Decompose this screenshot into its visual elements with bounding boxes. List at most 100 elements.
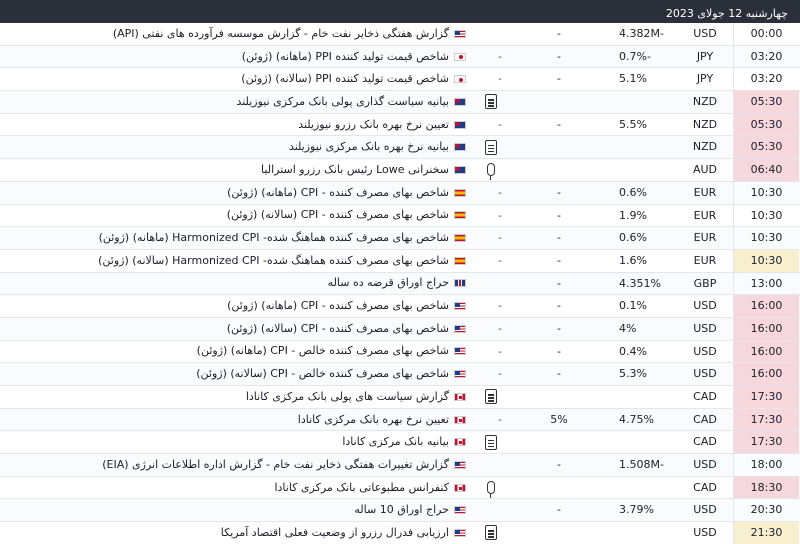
event-title[interactable]: شاخص بهای مصرف کننده - CPI (سالانه) (ژوئ…	[227, 205, 466, 227]
ca-flag-icon	[454, 483, 466, 492]
document-icon-cell[interactable]	[482, 386, 500, 408]
currency-code: EUR	[693, 185, 717, 199]
event-title[interactable]: کنفرانس مطبوعاتی بانک مرکزی کانادا	[274, 477, 466, 499]
table-row[interactable]: 21:30 USD ارزیابی فدرال رزرو از وضعیت فعلی…	[0, 522, 800, 544]
table-row[interactable]: 20:30 USD 3.79% - حراج اوراق 10 ساله	[0, 499, 800, 523]
event-title[interactable]: بیانیه بانک مرکزی کانادا	[342, 431, 466, 453]
event-title[interactable]: تعیین نرخ بهره بانک مرکزی کانادا	[298, 409, 466, 431]
event-title-text: شاخص بهای مصرف کننده خالص - CPI (ماهانه)…	[196, 344, 449, 358]
event-title[interactable]: بیانیه سیاست گذاری پولی بانک مرکزی نیوزی…	[236, 91, 466, 113]
event-title[interactable]: شاخص بهای مصرف کننده - CPI (ماهانه) (ژوئ…	[227, 295, 466, 317]
table-row[interactable]: 10:30 EUR 1.6% - - شاخص بهای مصرف کننده هماهن…	[0, 249, 800, 273]
currency-code: JPY	[696, 49, 714, 63]
table-row[interactable]: 10:30 EUR 0.6% - - شاخص بهای مصرف کننده - CPI…	[0, 181, 800, 205]
speech-icon-cell[interactable]	[482, 477, 500, 499]
event-title-text: گزارش تغییرات هفتگی ذخایر نفت خام - گزار…	[102, 457, 449, 471]
table-row[interactable]: 16:00 USD 0.1% - - شاخص بهای مصرف کننده - CPI…	[0, 295, 800, 318]
forecast-value	[583, 477, 659, 499]
document-icon-cell[interactable]	[482, 522, 500, 544]
event-title[interactable]: شاخص بهای مصرف کننده - CPI (سالانه) (ژوئ…	[227, 318, 466, 340]
event-time: 16:00	[733, 317, 799, 340]
event-title[interactable]: حراج اوراق 10 ساله	[354, 499, 466, 521]
table-row[interactable]: 17:30 CAD بیانیه بانک مرکزی کانادا	[0, 431, 800, 455]
event-title-text: حراج اوراق قرضه ده ساله	[327, 276, 449, 290]
actual-value: -	[557, 208, 561, 222]
event-title[interactable]: حراج اوراق قرضه ده ساله	[328, 273, 466, 295]
event-title[interactable]: شاخص قیمت تولید کننده PPI (ماهانه) (ژوئن…	[242, 46, 466, 68]
event-title-text: بیانیه سیاست گذاری پولی بانک مرکزی نیوزی…	[236, 94, 449, 108]
actual-value: -	[557, 367, 561, 381]
event-title[interactable]: شاخص بهای مصرف کننده - CPI (ماهانه) (ژوئ…	[227, 182, 466, 204]
document-icon-cell[interactable]	[482, 431, 500, 453]
forecast-value: 1.6%	[619, 253, 647, 267]
currency-code: NZD	[692, 140, 718, 154]
event-title[interactable]: شاخص بهای مصرف کننده هماهنگ شده- Harmoni…	[99, 227, 466, 249]
event-title[interactable]: بیانیه نرخ بهره بانک مرکزی نیوزیلند	[289, 136, 466, 158]
table-row[interactable]: 05:30 NZD بیانیه نرخ بهره بانک مرکزی نیوزی…	[0, 136, 800, 160]
table-row[interactable]: 17:30 CAD گزارش سیاست های پولی بانک مرکزی …	[0, 386, 800, 409]
event-title-text: شاخص بهای مصرف کننده - CPI (سالانه) (ژوئ…	[226, 208, 449, 222]
previous-value: -	[498, 117, 502, 131]
table-row[interactable]: 16:00 USD 4% - - شاخص بهای مصرف کننده - CPI (…	[0, 317, 800, 341]
nz-flag-icon	[454, 120, 466, 129]
table-row[interactable]: 16:00 USD 5.3% - - شاخص بهای مصرف کننده خالص …	[0, 363, 800, 386]
currency-code: USD	[693, 299, 717, 313]
event-time: 00:00	[733, 23, 799, 45]
event-time: 16:00	[733, 340, 799, 363]
event-title[interactable]: شاخص بهای مصرف کننده خالص - CPI (سالانه)…	[196, 363, 466, 385]
table-row[interactable]: 03:20 JPY 0.7%- - - شاخص قیمت تولید کننده PPI…	[0, 45, 800, 69]
document-icon-cell[interactable]	[482, 136, 500, 158]
event-title[interactable]: ارزیابی فدرال رزرو از وضعیت فعلی اقتصاد …	[221, 522, 466, 544]
event-title[interactable]: گزارش هفتگی ذخایر نفت خام - گزارش موسسه …	[113, 23, 466, 45]
forecast-value: 0.6%	[619, 185, 647, 199]
event-title[interactable]: سخنرانی Lowe رئیس بانک رزرو استرالیا	[261, 159, 466, 181]
table-row[interactable]: 06:40 AUD سخنرانی Lowe رئیس بانک رزرو استر…	[0, 159, 800, 182]
event-title[interactable]: گزارش سیاست های پولی بانک مرکزی کانادا	[246, 386, 466, 408]
forecast-value: 1.508M-	[619, 458, 664, 472]
event-time: 06:40	[733, 159, 799, 181]
table-row[interactable]: 10:30 EUR 0.6% - - شاخص بهای مصرف کننده هماهن…	[0, 227, 800, 250]
forecast-value: 3.79%	[619, 503, 654, 517]
event-time: 17:30	[733, 431, 799, 454]
event-time: 21:30	[733, 522, 799, 544]
forecast-value	[583, 136, 659, 158]
event-time: 03:20	[733, 68, 799, 91]
event-title-text: شاخص بهای مصرف کننده - CPI (ماهانه) (ژوئ…	[227, 185, 449, 199]
actual-value: -	[557, 276, 561, 290]
currency-code: CAD	[693, 480, 717, 494]
table-row[interactable]: 05:30 NZD بیانیه سیاست گذاری پولی بانک مرک…	[0, 91, 800, 114]
previous-value: -	[498, 49, 502, 63]
table-row[interactable]: 18:30 CAD کنفرانس مطبوعاتی بانک مرکزی کانا…	[0, 476, 800, 500]
event-title-text: گزارش سیاست های پولی بانک مرکزی کانادا	[245, 389, 449, 403]
speech-icon-cell[interactable]	[482, 159, 500, 181]
forecast-value	[583, 159, 659, 181]
event-title-text: سخنرانی Lowe رئیس بانک رزرو استرالیا	[261, 162, 449, 176]
table-row[interactable]: 16:00 USD 0.4% - - شاخص بهای مصرف کننده خالص …	[0, 340, 800, 364]
actual-value: -	[557, 253, 561, 267]
document-icon-cell[interactable]	[482, 91, 500, 113]
forecast-value: 5.3%	[619, 367, 647, 381]
event-time: 05:30	[733, 91, 799, 113]
table-row[interactable]: 10:30 EUR 1.9% - - شاخص بهای مصرف کننده - CPI…	[0, 204, 800, 228]
event-title[interactable]: گزارش تغییرات هفتگی ذخایر نفت خام - گزار…	[102, 454, 466, 476]
forecast-value: 5.1%	[619, 72, 647, 86]
table-row[interactable]: 05:30 NZD 5.5% - - تعیین نرخ بهره بانک رزرو ن…	[0, 113, 800, 137]
event-title[interactable]: تعیین نرخ بهره بانک رزرو نیوزیلند	[298, 114, 466, 136]
jp-flag-icon	[454, 75, 466, 84]
microphone-icon	[487, 163, 495, 181]
es-flag-icon	[454, 234, 466, 243]
table-row[interactable]: 03:20 JPY 5.1% - - شاخص قیمت تولید کننده PPI …	[0, 68, 800, 92]
event-title[interactable]: شاخص بهای مصرف کننده خالص - CPI (ماهانه)…	[197, 341, 466, 363]
table-row[interactable]: 17:30 CAD 4.75% 5% - تعیین نرخ بهره بانک مرکز…	[0, 408, 800, 432]
currency-code: EUR	[693, 253, 717, 267]
table-row[interactable]: 18:00 USD 1.508M- - گزارش تغییرات هفتگی ذخای…	[0, 454, 800, 477]
event-time: 17:30	[733, 408, 799, 431]
table-row[interactable]: 00:00 USD 4.382M- - گزارش هفتگی ذخایر نفت خا…	[0, 23, 800, 46]
event-title[interactable]: شاخص بهای مصرف کننده هماهنگ شده- Harmoni…	[98, 250, 466, 272]
event-title-text: شاخص بهای مصرف کننده - CPI (سالانه) (ژوئ…	[226, 321, 449, 335]
us-flag-icon	[454, 302, 466, 311]
table-row[interactable]: 13:00 GBP 4.351% - حراج اوراق قرضه ده ساله	[0, 272, 800, 296]
previous-value: -	[498, 208, 502, 222]
event-title[interactable]: شاخص قیمت تولید کننده PPI (سالانه) (ژوئن…	[241, 68, 466, 90]
document-icon	[485, 139, 497, 155]
